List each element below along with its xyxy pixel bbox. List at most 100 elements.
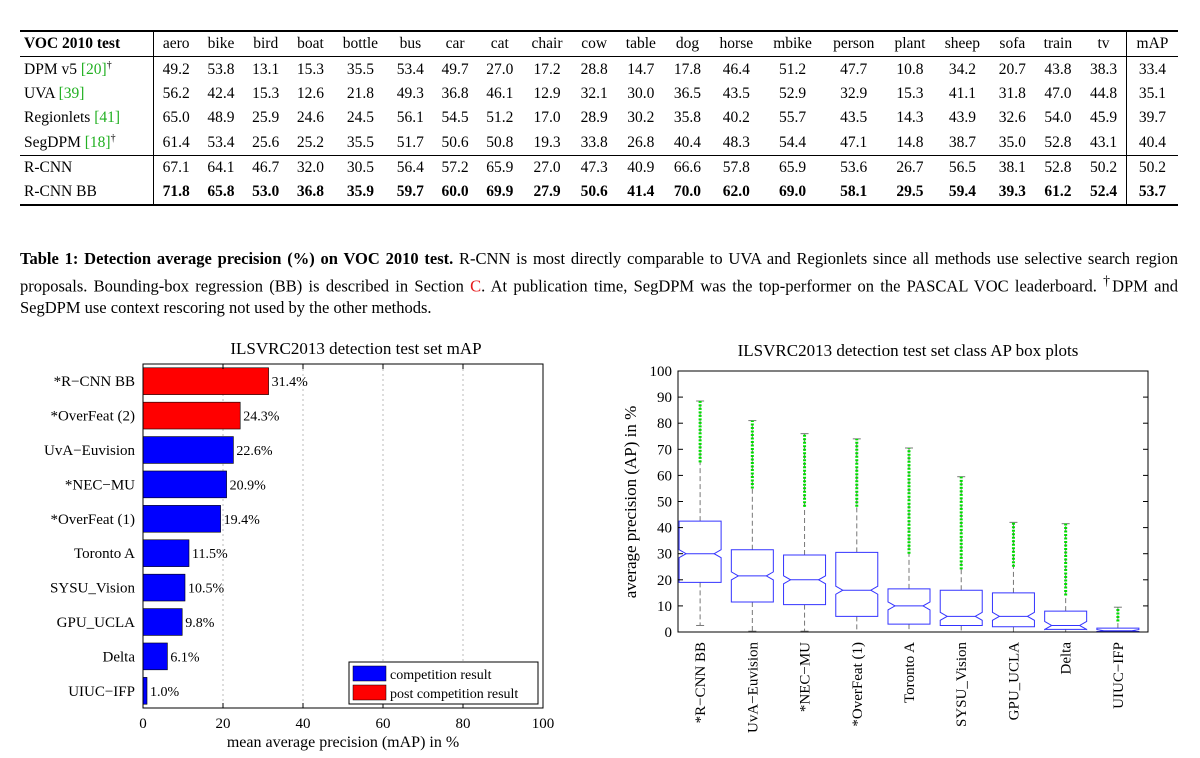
table-cell: 53.6 (840, 159, 868, 177)
x-tick-label: 0 (139, 716, 147, 732)
table-cell: 50.8 (486, 133, 514, 151)
y-tick-label: 100 (650, 364, 673, 380)
table-caption: Table 1: Detection average precision (%)… (20, 248, 1178, 320)
table-body: DPM v5 [20]† 49.2 53.8 13.1 15.3 35.5 53.4 49.7… (20, 56, 1178, 206)
column-header: table (625, 35, 656, 52)
y-tick-label: 80 (657, 416, 672, 432)
table-cell: 59.7 (396, 183, 424, 201)
method-label: SegDPM (24, 134, 85, 152)
category-label: *NEC−MU (798, 642, 814, 712)
table-cell: 53.0 (252, 183, 280, 201)
data-label: 9.8% (185, 616, 215, 631)
table-cell: 13.1 (252, 60, 280, 78)
table-row: Regionlets [41] 65.0 48.9 25.9 24.6 24.5 56.1 5… (20, 106, 1178, 131)
table-cell: 27.0 (486, 60, 514, 78)
section-link[interactable]: C (470, 276, 482, 295)
map-cell: 40.4 (1125, 130, 1178, 156)
table-cell: 17.0 (533, 109, 561, 127)
method-label: Regionlets (24, 109, 95, 127)
box (939, 589, 983, 626)
table-cell: 24.6 (296, 109, 325, 127)
table-cell: 64.1 (207, 159, 235, 177)
table-cell: 65.9 (486, 159, 514, 177)
map-column-header: mAP (1125, 31, 1178, 57)
table-cell: 15.3 (252, 85, 280, 103)
table-cell: 51.2 (486, 109, 514, 127)
table-cell: 50.6 (580, 183, 608, 201)
citation-link[interactable]: [18] (84, 134, 111, 152)
category-label: Delta (103, 649, 136, 665)
table-cell: 25.2 (296, 133, 325, 151)
table-cell: 57.8 (722, 159, 750, 177)
table-cell: 39.3 (998, 183, 1026, 201)
citation-link[interactable]: [39] (58, 85, 85, 103)
table-cell: 59.4 (948, 183, 976, 201)
table-cell: 46.7 (252, 159, 280, 177)
box (835, 551, 879, 617)
map-cell: 33.4 (1125, 56, 1178, 83)
table-cell: 28.9 (580, 109, 608, 127)
x-axis-label: mean average precision (mAP) in % (227, 734, 459, 751)
table-cell: 14.7 (627, 60, 655, 78)
chart-title: ILSVRC2013 detection test set class AP b… (738, 341, 1079, 360)
table-cell: 15.3 (296, 60, 325, 78)
table-cell: 10.8 (896, 60, 924, 78)
table-cell: 61.4 (152, 130, 199, 156)
caption-text: DPM and SegDPM use context rescoring not… (20, 276, 1178, 317)
axes: 0 10 20 30 40 50 60 70 80 90 100 *R−CNN BB UvA−Euvis… (650, 364, 1149, 733)
table-cell: 30.0 (627, 85, 655, 103)
bar-series: 31.4% 24.3% 22.6% 20.9% 19.4% 11.5% 10.5% 9.8% 6… (142, 367, 309, 705)
method-label: UVA (24, 85, 59, 103)
table-cell: 38.3 (1089, 60, 1118, 78)
table-cell: 30.2 (627, 109, 655, 127)
y-axis-label: average precision (AP) in % (621, 406, 640, 599)
table-cell: 40.2 (722, 109, 750, 127)
voc-2010-results-table: VOC 2010 test aero bike bird boat bottle… (20, 30, 1178, 206)
data-label: 1.0% (150, 685, 180, 700)
column-header: boat (297, 35, 324, 52)
table-cell: 38.1 (998, 159, 1026, 177)
x-tick-label: 40 (296, 716, 311, 732)
dagger-mark: † (1103, 272, 1113, 288)
citation-link[interactable]: [20] (80, 61, 107, 79)
table-cell: 25.9 (252, 109, 280, 127)
method-name: Regionlets [41] (20, 106, 153, 130)
x-tick-label: 80 (456, 716, 471, 732)
table-cell: 15.3 (896, 85, 924, 103)
table-cell: 70.0 (673, 183, 702, 201)
table-cell: 12.9 (533, 85, 561, 103)
category-label: *OverFeat (1) (850, 642, 866, 727)
table-cell: 27.0 (533, 159, 561, 177)
category-label: *NEC−MU (65, 477, 135, 493)
table-cell: 54.0 (1044, 109, 1072, 127)
citation-link[interactable]: [41] (94, 109, 121, 127)
table-cell: 48.3 (722, 133, 750, 151)
table-cell: 60.0 (441, 183, 469, 201)
box (1096, 627, 1140, 633)
legend-swatch (352, 665, 387, 682)
table-cell: 32.9 (840, 85, 868, 103)
table-cell: 40.9 (627, 159, 655, 177)
table-cell: 35.5 (346, 60, 374, 78)
data-label: 20.9% (230, 478, 267, 493)
table-cell: 47.0 (1044, 85, 1072, 103)
table-cell: 47.1 (840, 133, 868, 151)
table-cell: 32.1 (580, 85, 608, 103)
table-cell: 41.4 (627, 183, 655, 201)
y-tick-label: 90 (657, 390, 672, 406)
table-cell: 26.7 (896, 159, 924, 177)
category-label: *R−CNN BB (54, 374, 135, 390)
y-tick-label: 50 (657, 495, 672, 511)
table-cell: 43.5 (722, 85, 750, 103)
data-label: 11.5% (192, 547, 228, 562)
category-label: Delta (1059, 642, 1075, 675)
data-label: 31.4% (272, 375, 309, 390)
table-cell: 14.3 (896, 109, 924, 127)
table-cell: 27.9 (533, 183, 561, 201)
data-label: 10.5% (188, 582, 225, 597)
category-label: GPU_UCLA (1006, 642, 1022, 721)
table-cell: 52.9 (779, 85, 807, 103)
bar (142, 677, 148, 705)
chart-title: ILSVRC2013 detection test set mAP (230, 339, 481, 358)
bar (142, 642, 168, 671)
